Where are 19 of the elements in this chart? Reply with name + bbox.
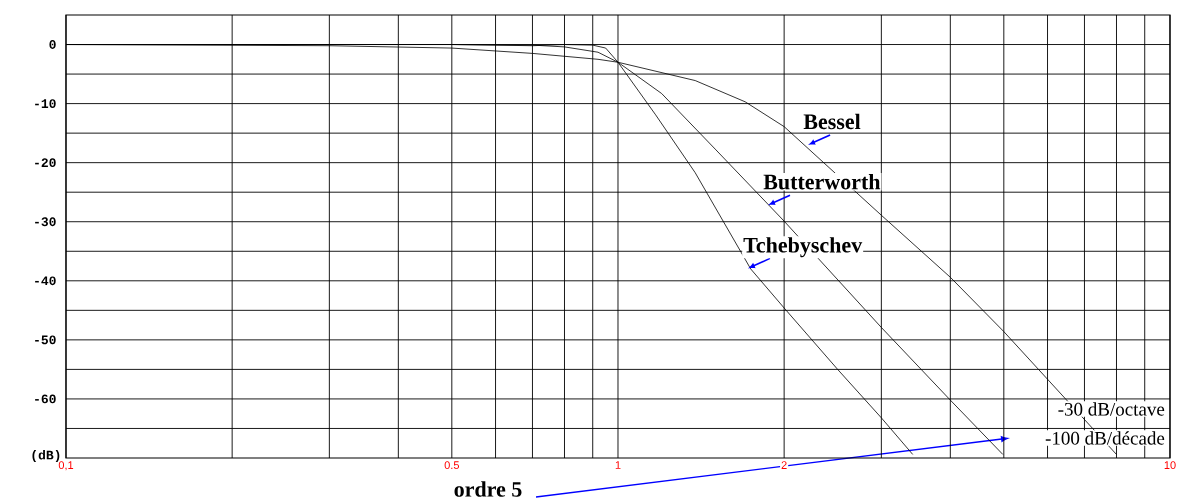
annotation: -30 dB/octave [1058,402,1165,416]
y-tick-label: -50 [35,335,56,345]
text: ordre 5 [454,481,522,497]
annotation: Tchebyschev [743,237,863,258]
y-tick-label: -60 [35,394,56,404]
y-axis-title: (dB) [32,449,60,463]
y-tick-label: -20 [35,158,56,168]
x-tick-label: 1 [615,461,621,469]
y-tick-label: -40 [35,276,56,286]
x-tick-label: 2 [781,461,787,469]
annotation: -100 dB/décade [1045,431,1165,445]
x-tick-label: 10 [1164,461,1176,469]
annotation: Bessel [803,113,861,130]
y-tick-label: 0 [49,40,56,49]
y-tick-label: -10 [35,99,56,109]
y-tick-label: -30 [35,217,56,227]
annotation: Butterworth [763,173,881,190]
x-tick-label: 0.5 [444,461,460,469]
x-tick-label: 0,1 [58,461,74,471]
